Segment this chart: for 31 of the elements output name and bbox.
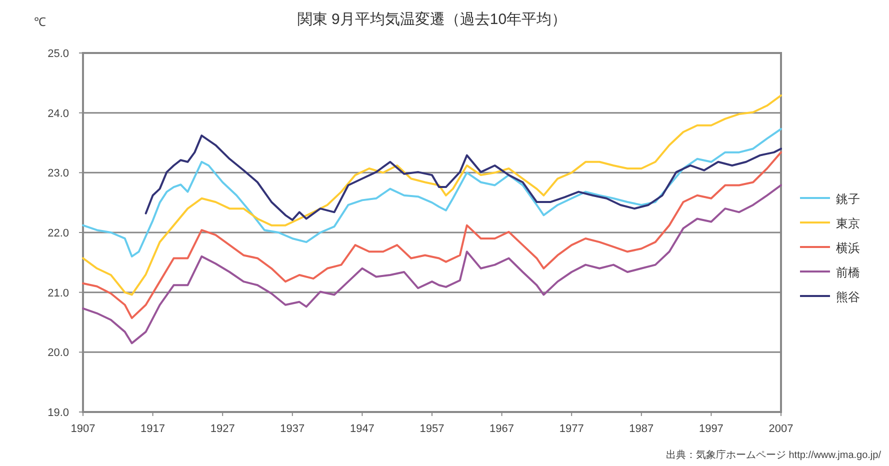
x-tick-label: 1937 xyxy=(280,423,305,435)
x-tick-label: 1907 xyxy=(70,423,96,435)
y-tick-label: 24.0 xyxy=(48,108,69,120)
line-series xyxy=(82,94,782,296)
x-tick-label: 1997 xyxy=(698,423,724,435)
x-tick-label: 2007 xyxy=(768,423,794,435)
line-series xyxy=(82,151,782,320)
line-series xyxy=(144,134,782,221)
legend-label: 熊谷 xyxy=(836,290,860,304)
x-tick-label: 1957 xyxy=(420,423,444,435)
x-tick-label: 1977 xyxy=(559,423,584,435)
x-tick-label: 1967 xyxy=(490,423,514,435)
y-tick-label: 19.0 xyxy=(48,407,69,419)
legend-label: 東京 xyxy=(836,216,860,230)
x-tick-label: 1927 xyxy=(210,423,235,435)
y-tick-label: 22.0 xyxy=(48,228,69,240)
x-tick-label: 1947 xyxy=(350,423,374,435)
chart-title: 関東 9月平均気温変遷（過去10年平均） xyxy=(297,11,567,28)
source-note: 出典：気象庁ホームページ http://www.jma.go.jp/ xyxy=(666,449,882,461)
y-tick-label: 23.0 xyxy=(48,168,69,180)
line-series xyxy=(82,184,782,344)
y-tick-label: 21.0 xyxy=(48,287,69,300)
legend-label: 横浜 xyxy=(836,241,860,255)
legend-label: 前橋 xyxy=(836,266,860,280)
line-series xyxy=(82,128,782,258)
x-tick-label: 1987 xyxy=(629,423,654,435)
y-axis-title: ℃ xyxy=(34,15,46,29)
x-tick-label: 1917 xyxy=(140,423,166,435)
y-tick-label: 20.0 xyxy=(48,347,69,360)
legend-label: 銚子 xyxy=(836,192,860,206)
y-tick-label: 25.0 xyxy=(48,48,69,60)
